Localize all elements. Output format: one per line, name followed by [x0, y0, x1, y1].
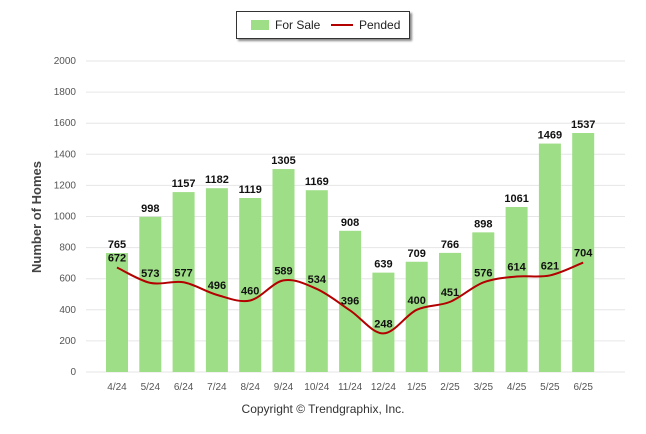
line-value-label: 248	[374, 318, 392, 330]
legend-pended-label: Pended	[359, 18, 401, 32]
y-tick-label: 600	[59, 274, 76, 285]
bar-value-label: 639	[374, 259, 392, 271]
x-tick-label: 12/24	[371, 382, 396, 393]
bar-for-sale	[305, 190, 328, 372]
bar-value-label: 998	[141, 203, 159, 215]
legend-pended-swatch	[331, 24, 353, 26]
bar-value-label: 766	[441, 239, 459, 251]
bar-for-sale	[572, 132, 595, 372]
line-value-label: 451	[441, 287, 459, 299]
line-value-label: 614	[507, 262, 526, 274]
line-value-label: 704	[574, 248, 593, 260]
x-tick-label: 6/25	[573, 382, 593, 393]
line-value-label: 396	[341, 295, 359, 307]
bar-for-sale	[139, 216, 162, 372]
x-tick-label: 5/25	[540, 382, 560, 393]
bars	[106, 132, 595, 372]
bar-value-label: 1157	[172, 178, 196, 190]
bar-value-label: 1305	[271, 155, 295, 167]
line-value-label: 573	[141, 268, 159, 280]
x-tick-label: 1/25	[407, 382, 427, 393]
bar-value-label: 1061	[504, 193, 528, 205]
line-value-label: 400	[408, 295, 426, 307]
y-tick-label: 400	[59, 305, 76, 316]
y-tick-label: 1400	[54, 149, 77, 160]
bar-value-label: 765	[108, 239, 126, 251]
bar-for-sale	[339, 230, 362, 372]
bar-for-sale	[106, 253, 128, 372]
legend: For Sale Pended	[236, 11, 410, 39]
line-value-label: 672	[108, 253, 126, 265]
y-tick-label: 1200	[54, 180, 77, 191]
line-value-label: 496	[208, 280, 226, 292]
y-tick-label: 800	[59, 243, 76, 254]
bar-for-sale	[538, 143, 561, 372]
bar-for-sale	[439, 252, 461, 372]
bar-value-label: 1182	[205, 174, 229, 186]
pended-series-line	[116, 261, 584, 335]
bar-for-sale	[239, 197, 262, 372]
y-tick-label: 1600	[54, 118, 77, 129]
bar-for-sale	[505, 207, 528, 372]
bar-for-sale	[272, 169, 295, 372]
bar-for-sale	[472, 232, 495, 372]
x-tick-label: 2/25	[440, 382, 460, 393]
bar-value-label: 709	[408, 248, 426, 260]
x-tick-label: 9/24	[274, 382, 294, 393]
x-tick-label: 4/25	[507, 382, 527, 393]
x-axis-ticks: 4/24 5/24 6/24 7/24 8/24 9/24 10/24 11/24 12/24 1…	[107, 382, 593, 393]
x-tick-label: 4/24	[107, 382, 127, 393]
legend-for-sale-label: For Sale	[275, 18, 321, 32]
bar-value-label: 1469	[538, 130, 562, 142]
y-axis-ticks: 0 200 400 600 800 1000 1200 1400 1600 1800 2000	[54, 56, 77, 378]
line-data-labels: 672 573 577 496 460 589 534 396 248 400 451 576 614 6…	[108, 248, 593, 331]
bar-data-labels: 765 998 1157 1182 1119 1305 1169 908 639 709 766 89…	[108, 119, 596, 271]
bar-value-label: 908	[341, 217, 359, 229]
copyright-footer: Copyright © Trendgraphix, Inc.	[241, 402, 405, 416]
bar-for-sale	[205, 188, 228, 372]
line-value-label: 577	[174, 267, 192, 279]
x-tick-label: 11/24	[338, 382, 363, 393]
y-tick-label: 1000	[54, 212, 77, 223]
bar-for-sale	[372, 272, 395, 372]
line-value-label: 534	[308, 274, 327, 286]
bar-value-label: 1537	[571, 119, 595, 131]
y-tick-label: 2000	[54, 56, 77, 67]
x-tick-label: 10/24	[304, 382, 329, 393]
y-axis-label: Number of Homes	[29, 161, 44, 273]
line-value-label: 589	[274, 265, 292, 277]
x-tick-label: 3/25	[474, 382, 494, 393]
line-value-label: 621	[541, 260, 559, 272]
line-value-label: 576	[474, 267, 492, 279]
legend-for-sale-swatch	[251, 20, 269, 30]
line-value-label: 460	[241, 285, 259, 297]
y-tick-label: 200	[59, 336, 76, 347]
y-tick-label: 1800	[54, 87, 77, 98]
bar-value-label: 1169	[305, 176, 329, 188]
y-tick-label: 0	[70, 367, 76, 378]
x-tick-label: 5/24	[141, 382, 161, 393]
bar-for-sale	[405, 261, 428, 372]
bar-value-label: 1119	[239, 184, 262, 196]
x-tick-label: 8/24	[240, 382, 260, 393]
bar-value-label: 898	[474, 218, 492, 230]
x-tick-label: 6/24	[174, 382, 194, 393]
x-tick-label: 7/24	[207, 382, 227, 393]
